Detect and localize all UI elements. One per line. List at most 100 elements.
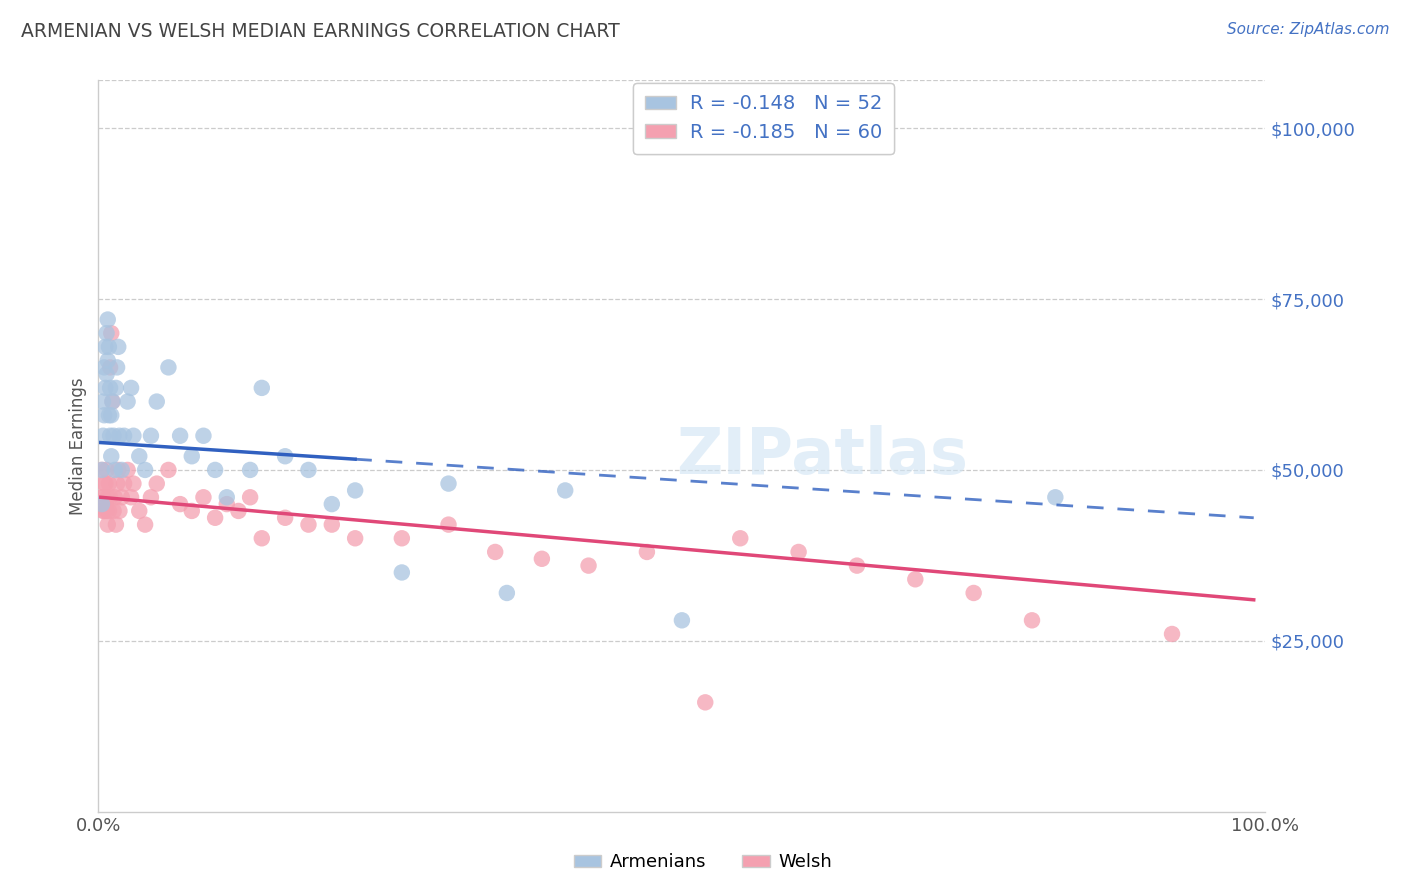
Point [104,517,127,532]
Point [169,497,191,511]
Point [104,463,127,477]
Point [91,429,114,443]
Point [96,504,118,518]
Point [94,340,117,354]
Point [180,449,202,463]
Point [97,504,120,518]
Point [97,490,120,504]
Point [250,381,273,395]
Legend: R = -0.148   N = 52, R = -0.185   N = 60: R = -0.148 N = 52, R = -0.185 N = 60 [633,83,894,153]
Point [274,510,297,524]
Point [134,517,156,532]
Point [787,545,810,559]
Point [100,326,122,341]
Point [578,558,600,573]
Point [105,476,128,491]
Point [157,360,180,375]
Text: ARMENIAN VS WELSH MEDIAN EARNINGS CORRELATION CHART: ARMENIAN VS WELSH MEDIAN EARNINGS CORREL… [21,22,620,41]
Point [98,490,121,504]
Point [122,429,145,443]
Point [228,504,250,518]
Legend: Armenians, Welsh: Armenians, Welsh [567,847,839,879]
Point [117,394,139,409]
Point [139,490,162,504]
Point [157,463,180,477]
Point [108,429,131,443]
Point [636,545,658,559]
Point [90,463,112,477]
Point [695,695,717,709]
Point [204,510,226,524]
Point [107,463,129,477]
Point [437,476,460,491]
Point [94,497,117,511]
Point [122,476,145,491]
Text: ZIPatlas: ZIPatlas [676,425,967,487]
Point [193,490,215,504]
Point [93,504,115,518]
Point [671,613,693,627]
Point [139,429,162,443]
Point [321,497,343,511]
Point [93,360,115,375]
Point [1045,490,1067,504]
Point [134,463,156,477]
Point [1161,627,1184,641]
Point [97,340,120,354]
Point [103,504,125,518]
Point [215,497,238,511]
Point [97,353,120,368]
Point [97,517,120,532]
Point [97,409,120,423]
Point [204,463,226,477]
Point [120,381,142,395]
Point [101,394,124,409]
Point [112,476,135,491]
Point [96,368,118,382]
Point [239,490,262,504]
Point [730,531,752,545]
Point [904,572,927,586]
Point [128,504,150,518]
Point [94,476,117,491]
Point [530,551,553,566]
Point [91,490,114,504]
Point [344,531,367,545]
Point [100,409,122,423]
Point [117,463,139,477]
Point [111,463,134,477]
Point [391,566,413,580]
Point [962,586,984,600]
Point [91,504,114,518]
Point [391,531,413,545]
Point [297,517,319,532]
Point [297,463,319,477]
Point [105,360,128,375]
Point [101,394,124,409]
Point [128,449,150,463]
Point [96,326,118,341]
Point [107,340,129,354]
Point [97,312,120,326]
Point [90,497,112,511]
Point [215,490,238,504]
Point [97,476,120,491]
Point [344,483,367,498]
Point [120,490,142,504]
Point [104,490,127,504]
Point [90,490,112,504]
Point [90,463,112,477]
Point [250,531,273,545]
Point [846,558,869,573]
Point [98,381,121,395]
Point [103,429,125,443]
Point [193,429,215,443]
Point [111,490,134,504]
Point [554,483,576,498]
Y-axis label: Median Earnings: Median Earnings [69,377,87,515]
Point [112,429,135,443]
Point [169,429,191,443]
Point [94,381,117,395]
Point [146,476,169,491]
Point [274,449,297,463]
